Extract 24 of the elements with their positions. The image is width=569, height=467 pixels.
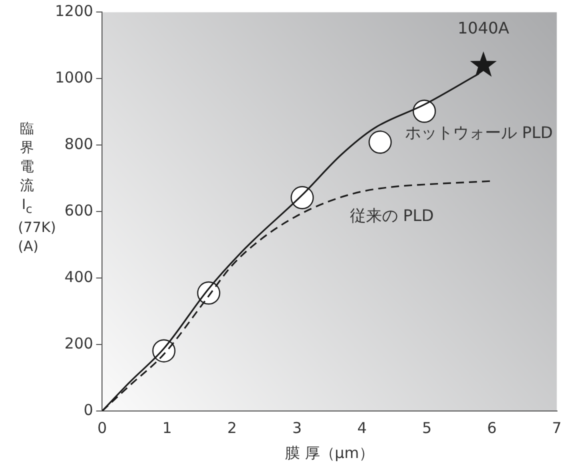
y-tick-label: 800: [64, 135, 94, 154]
y-axis-title: 臨界電流 I$_{c}$ (77K) (A): [18, 120, 56, 257]
y-tick-label: 0: [84, 400, 94, 419]
x-tick-label: 1: [162, 418, 172, 437]
x-tick-label: 4: [357, 418, 367, 437]
point: [470, 51, 497, 77]
x-tick-label: 7: [552, 418, 562, 437]
series-label: ホットウォール PLD: [404, 122, 553, 142]
x-tick-label: 6: [487, 418, 497, 437]
point: [412, 100, 436, 123]
point: [290, 186, 314, 210]
y-tick-label: 1200: [54, 2, 94, 20]
x-tick-label: 2: [227, 418, 237, 437]
point: [368, 130, 392, 154]
x-tick-label: 3: [292, 418, 302, 437]
x-tick-label: 5: [422, 418, 432, 437]
y-tick-label: 200: [64, 334, 94, 352]
annotation: 1040A: [458, 18, 510, 38]
x-axis-title: 膜 厚（μm）: [285, 444, 374, 462]
y-tick-label: 600: [64, 201, 94, 220]
y-tick-label: 1000: [54, 68, 94, 87]
series-label: 従来の PLD: [350, 206, 434, 226]
y-tick-label: 400: [64, 268, 94, 286]
x-tick-label: 0: [97, 418, 107, 437]
